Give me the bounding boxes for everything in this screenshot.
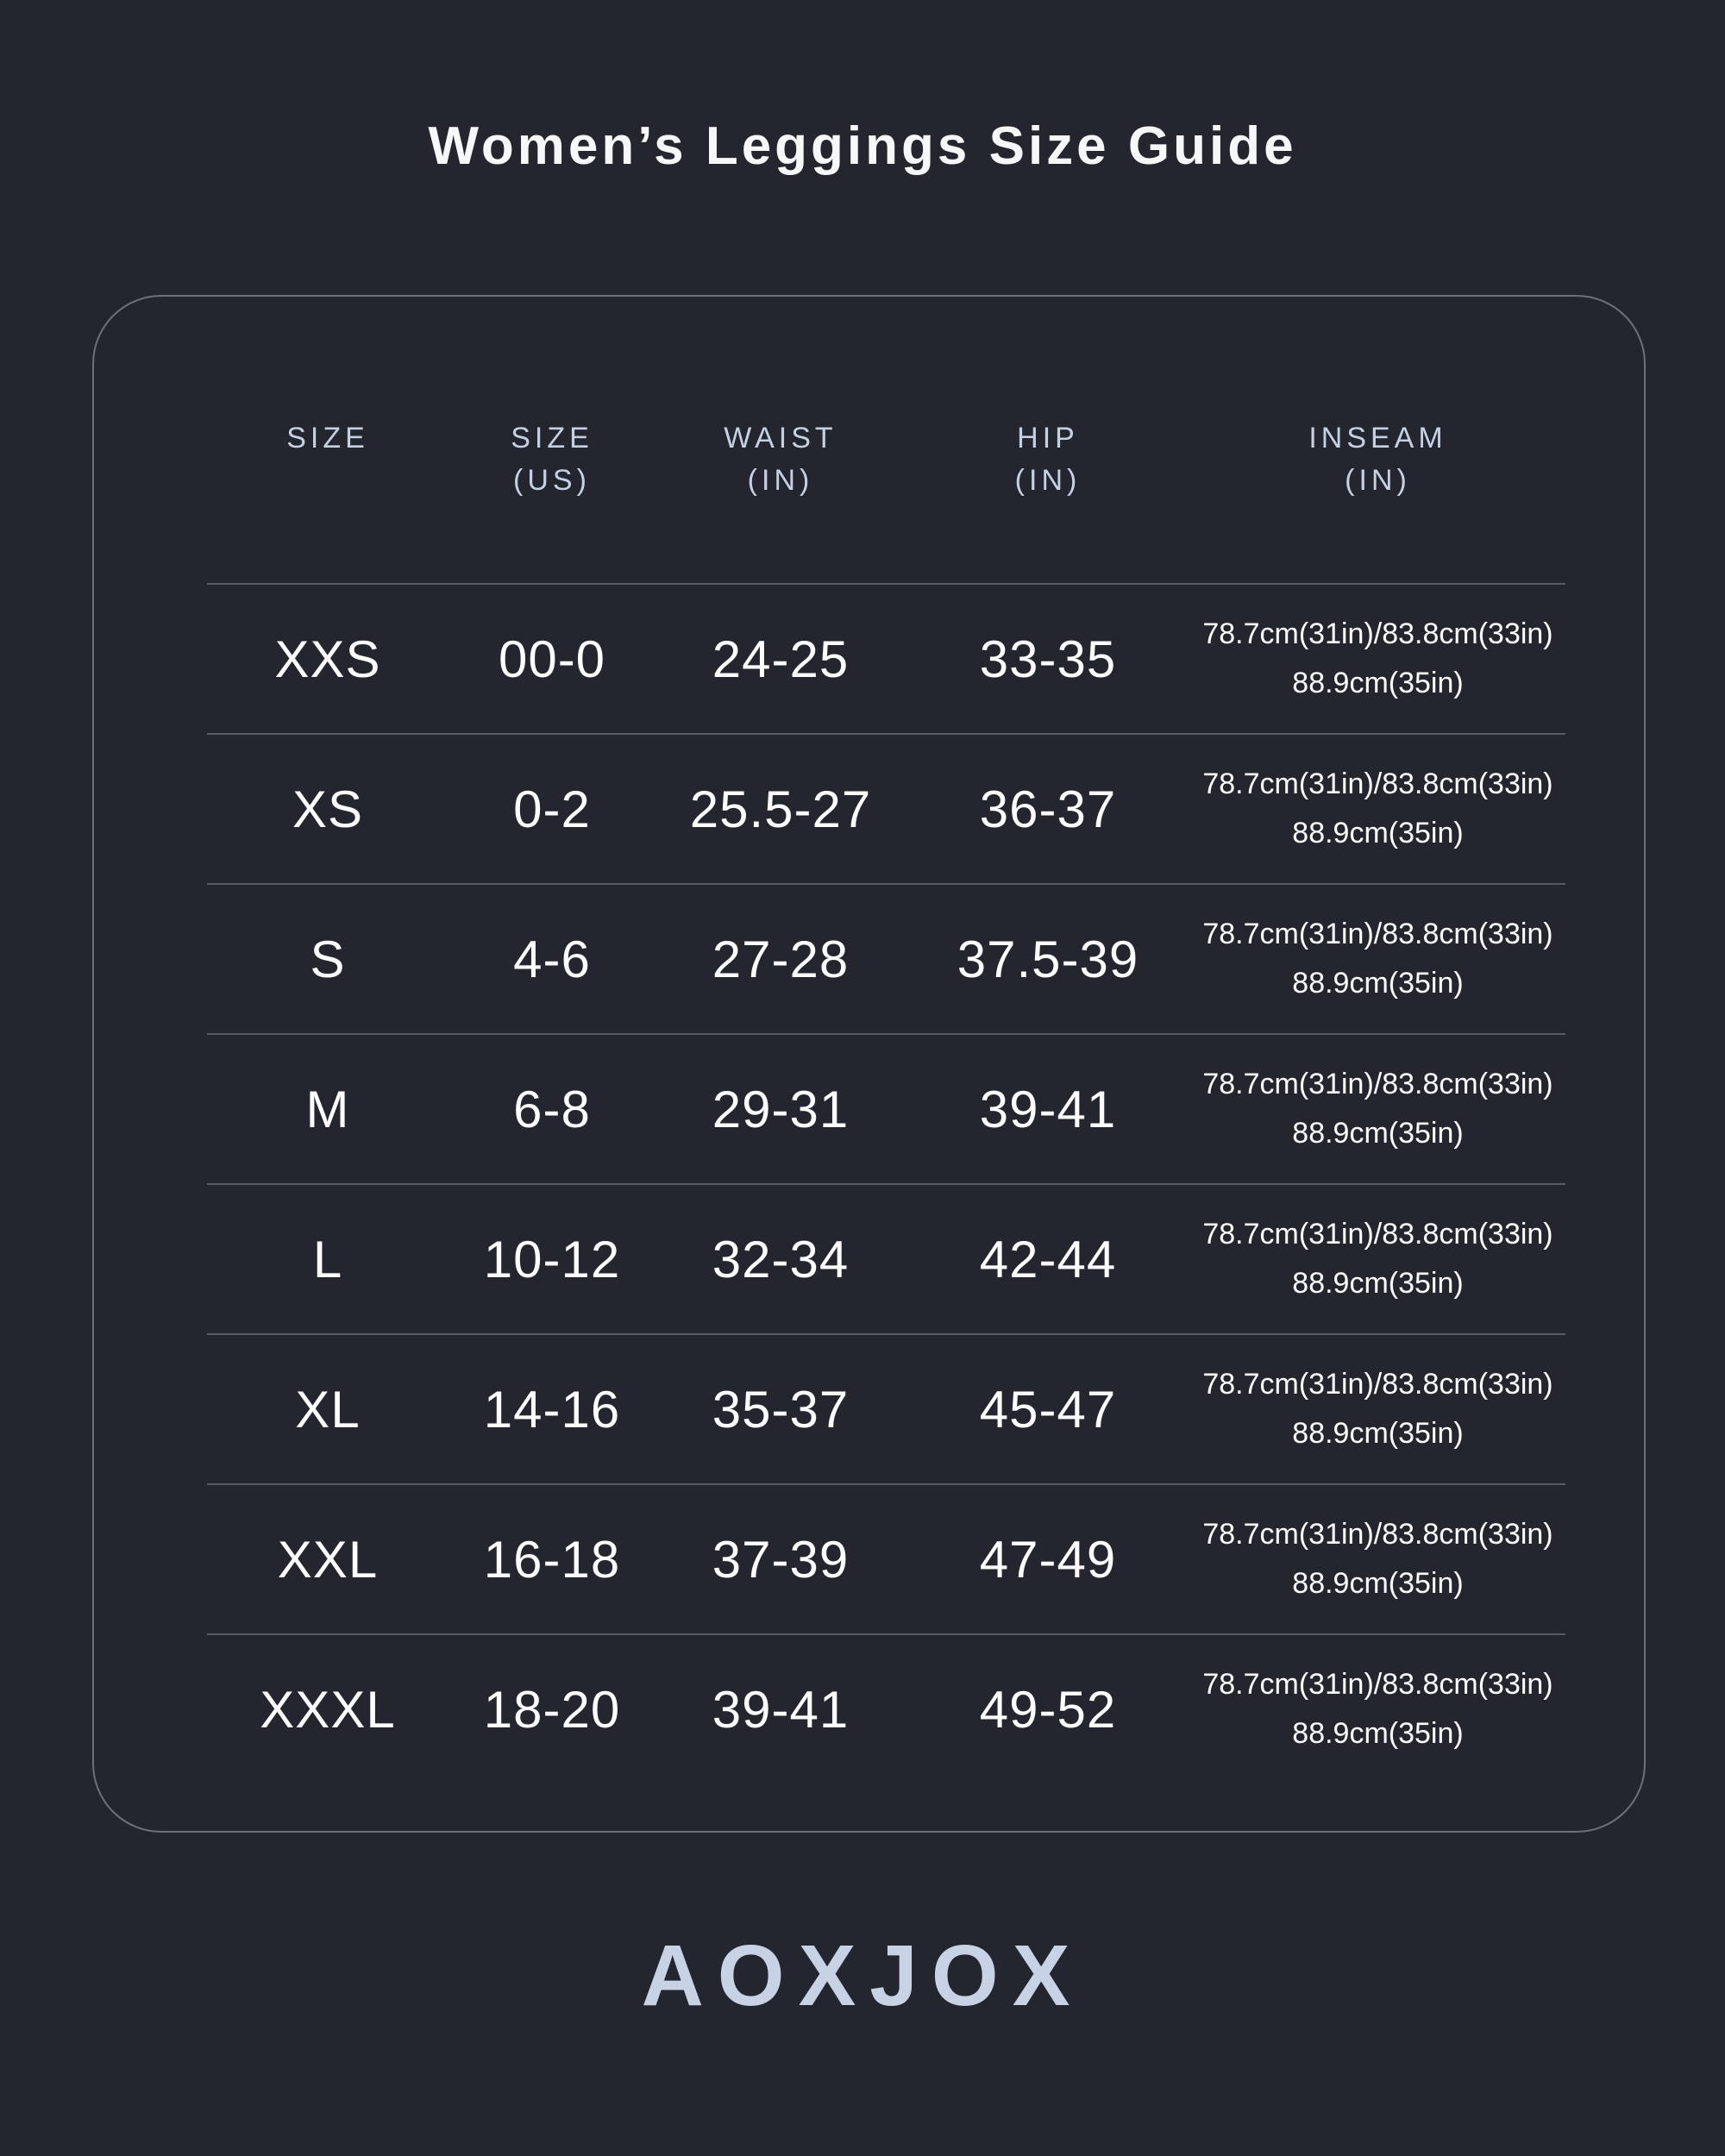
table-row: XXS 00-0 24-25 33-35 78.7cm(31in)/83.8cm… [207,583,1565,733]
table-row: XXXL 18-20 39-41 49-52 78.7cm(31in)/83.8… [207,1633,1565,1783]
cell-inseam: 78.7cm(31in)/83.8cm(33in) 88.9cm(35in) [1190,1485,1565,1633]
inseam-line2: 88.9cm(35in) [1292,667,1464,699]
inseam-line2: 88.9cm(35in) [1292,967,1464,1000]
header-inseam-line1: INSEAM [1308,422,1447,454]
inseam-line2: 88.9cm(35in) [1292,1267,1464,1300]
inseam-line2: 88.9cm(35in) [1292,1417,1464,1450]
table-row: L 10-12 32-34 42-44 78.7cm(31in)/83.8cm(… [207,1183,1565,1333]
page-title: Women’s Leggings Size Guide [428,116,1297,176]
header-inseam-line2: (IN) [1345,464,1411,497]
cell-size-us: 14-16 [483,1380,621,1438]
inseam-line1: 78.7cm(31in)/83.8cm(33in) [1202,1668,1553,1701]
inseam-line1: 78.7cm(31in)/83.8cm(33in) [1202,1218,1553,1250]
header-waist-line1: WAIST [724,422,837,454]
cell-hip: 47-49 [979,1530,1117,1589]
header-cell-size: SIZE [207,297,448,583]
cell-inseam: 78.7cm(31in)/83.8cm(33in) 88.9cm(35in) [1190,585,1565,733]
cell-size: S [310,930,346,988]
cell-size-us: 18-20 [483,1680,621,1739]
cell-waist: 32-34 [712,1230,850,1288]
cell-size-us: 6-8 [513,1080,591,1138]
cell-hip: 33-35 [979,630,1117,688]
inseam-line2: 88.9cm(35in) [1292,1567,1464,1600]
header-size-us-line2: (US) [513,464,591,497]
cell-hip: 49-52 [979,1680,1117,1739]
header-size-us-line1: SIZE [511,422,593,454]
table-row: XL 14-16 35-37 45-47 78.7cm(31in)/83.8cm… [207,1333,1565,1483]
cell-waist: 35-37 [712,1380,850,1438]
table-row: S 4-6 27-28 37.5-39 78.7cm(31in)/83.8cm(… [207,883,1565,1033]
size-guide-card: SIZE SIZE (US) WAIST (IN) HIP (IN) INSEA… [92,295,1646,1833]
cell-inseam: 78.7cm(31in)/83.8cm(33in) 88.9cm(35in) [1190,735,1565,883]
header-hip-line1: HIP [1017,422,1079,454]
inseam-line2: 88.9cm(35in) [1292,817,1464,849]
table-header-row: SIZE SIZE (US) WAIST (IN) HIP (IN) INSEA… [207,297,1565,583]
cell-size-us: 00-0 [498,630,606,688]
cell-size: XXS [274,630,381,688]
cell-hip: 45-47 [979,1380,1117,1438]
inseam-line2: 88.9cm(35in) [1292,1717,1464,1750]
cell-size: XXXL [260,1680,396,1739]
cell-inseam: 78.7cm(31in)/83.8cm(33in) 88.9cm(35in) [1190,1035,1565,1183]
header-cell-size-us: SIZE (US) [448,297,656,583]
cell-size-us: 0-2 [513,780,591,838]
cell-hip: 42-44 [979,1230,1117,1288]
cell-size-us: 10-12 [483,1230,621,1288]
table-row: XS 0-2 25.5-27 36-37 78.7cm(31in)/83.8cm… [207,733,1565,883]
cell-waist: 37-39 [712,1530,850,1589]
header-waist-line2: (IN) [747,464,814,497]
cell-waist: 29-31 [712,1080,850,1138]
cell-size: XS [292,780,364,838]
cell-hip: 39-41 [979,1080,1117,1138]
header-hip-line2: (IN) [1014,464,1082,497]
header-size-line1: SIZE [286,422,369,454]
table-row: M 6-8 29-31 39-41 78.7cm(31in)/83.8cm(33… [207,1033,1565,1183]
cell-inseam: 78.7cm(31in)/83.8cm(33in) 88.9cm(35in) [1190,1335,1565,1483]
cell-size-us: 16-18 [483,1530,621,1589]
brand-logo: AOXJOX [641,1927,1084,2024]
cell-waist: 25.5-27 [689,780,872,838]
header-cell-inseam: INSEAM (IN) [1190,297,1565,583]
inseam-line2: 88.9cm(35in) [1292,1117,1464,1150]
inseam-line1: 78.7cm(31in)/83.8cm(33in) [1202,768,1553,800]
cell-inseam: 78.7cm(31in)/83.8cm(33in) 88.9cm(35in) [1190,885,1565,1033]
cell-waist: 24-25 [712,630,850,688]
cell-size: M [305,1080,350,1138]
size-table: SIZE SIZE (US) WAIST (IN) HIP (IN) INSEA… [207,297,1565,1783]
cell-waist: 27-28 [712,930,850,988]
cell-hip: 36-37 [979,780,1117,838]
inseam-line1: 78.7cm(31in)/83.8cm(33in) [1202,617,1553,650]
cell-hip: 37.5-39 [957,930,1139,988]
inseam-line1: 78.7cm(31in)/83.8cm(33in) [1202,1368,1553,1401]
cell-size: XL [295,1380,361,1438]
cell-waist: 39-41 [712,1680,850,1739]
inseam-line1: 78.7cm(31in)/83.8cm(33in) [1202,1068,1553,1100]
header-cell-waist: WAIST (IN) [656,297,906,583]
table-row: XXL 16-18 37-39 47-49 78.7cm(31in)/83.8c… [207,1483,1565,1633]
cell-size: L [312,1230,343,1288]
header-cell-hip: HIP (IN) [906,297,1190,583]
inseam-line1: 78.7cm(31in)/83.8cm(33in) [1202,1518,1553,1551]
cell-size-us: 4-6 [513,930,591,988]
cell-inseam: 78.7cm(31in)/83.8cm(33in) 88.9cm(35in) [1190,1635,1565,1783]
cell-size: XXL [277,1530,379,1589]
inseam-line1: 78.7cm(31in)/83.8cm(33in) [1202,918,1553,950]
cell-inseam: 78.7cm(31in)/83.8cm(33in) 88.9cm(35in) [1190,1185,1565,1333]
